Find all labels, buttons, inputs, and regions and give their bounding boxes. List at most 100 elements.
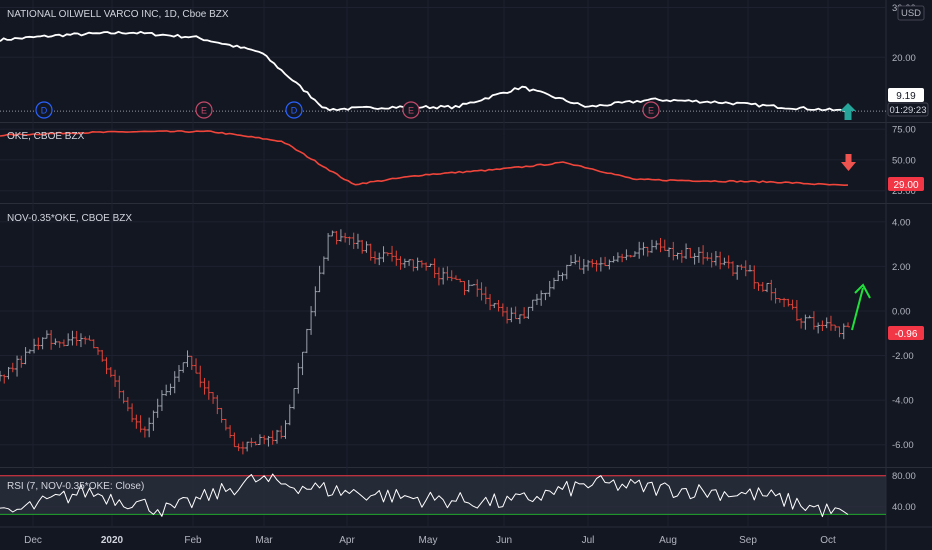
spread-ohlc-bar [799,317,804,329]
date-tick-label: Sep [739,535,757,546]
nov-price-line [0,30,849,113]
spread-panel-title: NOV-0.35*OKE, CBOE BZX [7,213,132,224]
spread-ohlc-bar [262,435,267,445]
spread-ohlc-bar [828,315,833,331]
date-tick-label: Dec [24,535,42,546]
spread-ohlc-bar [539,290,544,306]
spread-ohlc-bar [147,417,152,438]
spread-ohlc-bar [671,241,676,261]
spread-ohlc-bar [615,252,620,263]
spread-ohlc-bar [436,267,441,286]
date-tick-label: Mar [255,535,273,546]
event-letter: D [41,106,48,116]
spread-ohlc-bar [385,252,390,257]
spread-ohlc-bar [701,245,706,265]
event-marker-d[interactable]: D [35,101,53,119]
event-marker-e[interactable]: E [402,101,420,119]
spread-ohlc-bar [718,251,723,270]
spread-ohlc-bar [696,247,701,263]
spread-ohlc-bar [253,441,258,446]
spread-ohlc-bar [581,258,586,274]
spread-ohlc-bar [462,281,467,296]
spread-ohlc-bar [692,253,697,265]
green-trend-arrow [851,283,871,331]
spread-ohlc-bar [351,232,356,250]
price-tick-label: 80.00 [892,471,916,482]
spread-ohlc-bar [407,259,412,266]
spread-ohlc-bar [551,277,556,290]
spread-ohlc-bar [402,258,407,268]
currency-badge: USD [897,5,925,21]
spread-ohlc-bar [730,261,735,277]
event-circle [195,101,213,119]
spread-ohlc-bar [368,243,373,261]
spread-ohlc-bar [607,259,612,270]
spread-ohlc-bar [649,239,654,253]
event-letter: E [408,106,414,116]
spread-ohlc-bar [219,407,224,423]
spread-ohlc-bar [53,338,58,346]
spread-ohlc-bar [185,350,190,368]
spread-ohlc-bar [164,384,169,397]
spread-ohlc-bar [151,410,156,431]
spread-ohlc-bar [419,260,424,268]
spread-ohlc-bar [257,434,262,446]
event-marker-e[interactable]: E [195,101,213,119]
spread-ohlc-bar [488,294,493,311]
oke-panel-title: OKE, CBOE BZX [7,131,85,142]
spread-ohlc-bar [279,425,284,439]
spread-ohlc-bar [760,282,765,292]
spread-ohlc-bar [104,357,109,375]
price-tick-label: 40.00 [892,502,916,513]
spread-ohlc-bar [747,264,752,272]
spread-ohlc-bar [27,349,32,354]
spread-ohlc-bar [564,264,569,280]
spread-ohlc-bar [176,365,181,382]
spread-ohlc-bar [411,259,416,272]
spread-ohlc-bar [560,272,565,281]
spread-ohlc-bar [786,298,791,307]
spread-ohlc-bar [603,256,608,267]
spread-ohlc-bar [304,328,309,354]
date-tick-label: Oct [820,535,836,546]
price-tick-label: 25.00 [892,186,916,197]
spread-ohlc-bar [168,383,173,396]
spread-ohlc-bar [530,299,535,311]
spread-ohlc-bar [125,396,130,412]
oke-price-line [0,130,849,186]
spread-ohlc-bar [266,435,271,447]
spread-ohlc-bar [479,282,484,301]
spread-ohlc-bar [833,324,838,331]
price-tick-label: 75.00 [892,125,916,136]
spread-ohlc-bar [321,256,326,275]
spread-ohlc-bar [428,263,433,268]
event-marker-e[interactable]: E [642,101,660,119]
spread-ohlc-bar [611,255,616,263]
spread-ohlc-bar [181,362,186,373]
spread-ohlc-bar [355,233,360,249]
spread-ohlc-bar [372,251,377,264]
spread-ohlc-bar [70,330,75,346]
spread-ohlc-bar [820,320,825,331]
spread-ohlc-bar [343,232,348,243]
spread-ohlc-bar [159,390,164,411]
spread-ohlc-bar [0,370,2,382]
event-marker-d[interactable]: D [285,101,303,119]
spread-ohlc-bar [15,355,20,377]
spread-ohlc-bar [49,330,54,350]
spread-ohlc-bar [313,286,318,317]
spread-ohlc-bar [113,369,118,387]
spread-ohlc-bar [773,288,778,304]
nov-last-price: 9.19 [896,91,916,102]
spread-ohlc-bar [679,250,684,263]
spread-ohlc-bar [138,415,143,433]
spread-ohlc-bar [726,255,731,269]
spread-ohlc-bar [684,243,689,260]
price-tick-label: 0.00 [892,306,911,317]
up-arrow-icon [840,103,856,120]
plots [0,30,886,518]
spread-ohlc-bar [432,258,437,278]
spread-ohlc-bar [249,437,254,448]
